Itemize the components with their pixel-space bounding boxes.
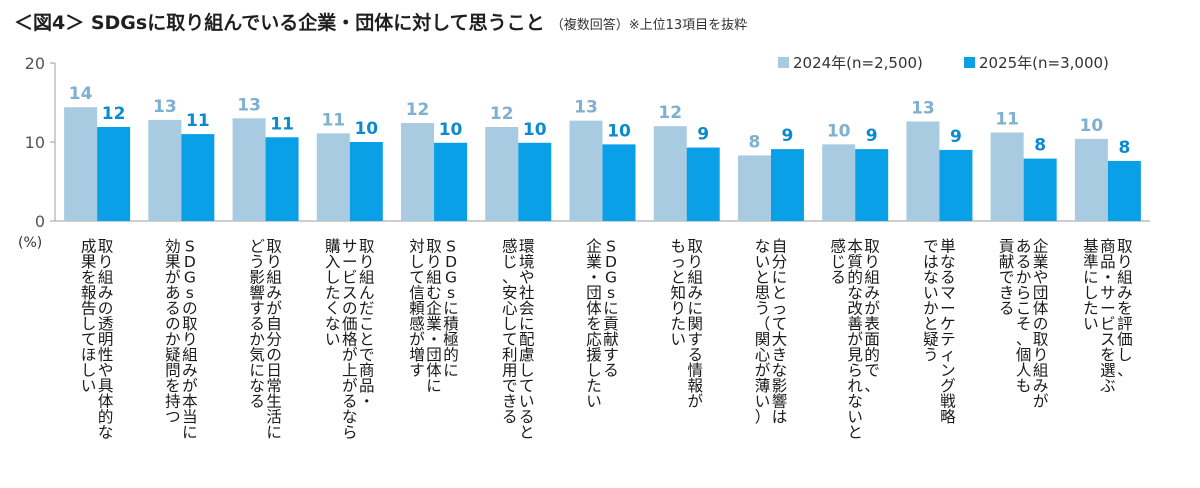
category-label: ではないかと疑う bbox=[923, 238, 939, 365]
value-label-2024: 12 bbox=[490, 104, 514, 124]
bar-2025 bbox=[518, 142, 552, 221]
bar-2024 bbox=[653, 126, 687, 221]
chart-header: ＜図4＞ SDGsに取り組んでいる企業・団体に対して思うこと （複数回答）※上位1… bbox=[14, 8, 747, 38]
bar-2025 bbox=[1023, 158, 1057, 221]
y-tick-label: 20 bbox=[25, 54, 45, 73]
value-label-2025: 12 bbox=[102, 104, 126, 124]
bar-2025 bbox=[602, 144, 636, 221]
category-label: 企業や団体の取り組みが bbox=[1033, 238, 1049, 411]
category-label: 対して信頼感が増す bbox=[409, 238, 425, 380]
value-label-2024: 13 bbox=[153, 97, 177, 117]
value-label-2024: 11 bbox=[321, 110, 345, 130]
value-label-2025: 10 bbox=[354, 119, 378, 139]
category-label: 取り組みが表面的で、 bbox=[864, 238, 880, 396]
category-label: 取り組んだことで商品・ bbox=[359, 238, 375, 411]
category-label: どう影響するか気になる bbox=[249, 238, 265, 411]
category-label: 効果があるのか疑問を持つ bbox=[165, 238, 181, 427]
y-unit-label: (%) bbox=[18, 235, 42, 251]
value-label-2024: 12 bbox=[406, 100, 430, 120]
bar-2025 bbox=[939, 149, 973, 221]
value-label-2025: 9 bbox=[697, 125, 709, 145]
value-label-2024: 10 bbox=[1080, 116, 1104, 136]
value-label-2025: 11 bbox=[270, 114, 294, 134]
bar-2025 bbox=[770, 149, 804, 221]
category-label: 取り組みを評価し、 bbox=[1117, 238, 1133, 380]
category-label: 取り組む企業・団体に bbox=[426, 238, 442, 396]
category-label: 自分にとって大きな影響は bbox=[772, 238, 788, 427]
value-label-2025: 9 bbox=[950, 127, 962, 147]
category-label: もっと知りたい bbox=[670, 238, 686, 349]
category-label: 成果を報告してほしい bbox=[81, 238, 97, 396]
chart-subtitle: （複数回答）※上位13項目を抜粋 bbox=[550, 18, 748, 33]
bar-2024 bbox=[737, 155, 771, 221]
bar-2024 bbox=[906, 121, 940, 221]
value-label-2025: 11 bbox=[186, 111, 210, 131]
bar-2024 bbox=[316, 133, 350, 221]
value-label-2024: 14 bbox=[69, 84, 93, 104]
bar-2025 bbox=[97, 126, 131, 221]
legend-label-2025: 2025年(n=3,000) bbox=[979, 54, 1109, 72]
bar-2025 bbox=[686, 147, 720, 221]
bar-2025 bbox=[855, 149, 889, 221]
bar-2024 bbox=[1074, 138, 1108, 221]
bar-2024 bbox=[990, 132, 1024, 221]
y-tick-label: 0 bbox=[35, 212, 45, 231]
bar-2025 bbox=[181, 134, 215, 221]
category-label: 基準にしたい bbox=[1083, 238, 1099, 334]
category-label: 取り組みが自分の日常生活に bbox=[266, 238, 282, 442]
category-label: 企業・団体を応援したい bbox=[586, 238, 602, 411]
bar-2024 bbox=[401, 123, 435, 221]
value-label-2025: 8 bbox=[1034, 136, 1046, 156]
value-label-2025: 8 bbox=[1118, 138, 1130, 158]
bar-2025 bbox=[349, 142, 383, 221]
category-label: 本質的な改善が見られないと bbox=[847, 238, 863, 442]
value-label-2025: 10 bbox=[523, 120, 547, 140]
legend-swatch-2025 bbox=[964, 57, 975, 68]
category-label: 購入したくない bbox=[325, 238, 341, 349]
value-label-2025: 9 bbox=[866, 126, 878, 146]
category-label: 感じ、安心して利用できる bbox=[502, 238, 518, 427]
y-tick-label: 10 bbox=[25, 133, 45, 152]
legend-label-2024: 2024年(n=2,500) bbox=[793, 54, 923, 72]
value-label-2025: 10 bbox=[439, 120, 463, 140]
value-label-2025: 9 bbox=[782, 126, 794, 146]
bar-2024 bbox=[569, 120, 603, 221]
category-label: サービスの価格が上がるなら bbox=[342, 238, 358, 442]
bar-2025 bbox=[265, 137, 299, 221]
value-label-2024: 10 bbox=[827, 121, 851, 141]
value-label-2024: 12 bbox=[658, 103, 682, 123]
bar-2024 bbox=[64, 107, 98, 221]
bar-2024 bbox=[148, 119, 182, 221]
value-label-2025: 10 bbox=[607, 121, 631, 141]
category-label: ないと思う（関心が薄い） bbox=[755, 238, 771, 427]
bar-2025 bbox=[1107, 160, 1141, 221]
value-label-2024: 13 bbox=[574, 98, 598, 118]
category-label: 環境や社会に配慮していると bbox=[519, 238, 535, 442]
bar-2024 bbox=[485, 126, 519, 221]
bar-2025 bbox=[434, 142, 468, 221]
category-label: あるからこそ、個人も bbox=[1016, 238, 1032, 396]
value-label-2024: 11 bbox=[995, 110, 1019, 130]
value-label-2024: 13 bbox=[911, 98, 935, 118]
category-label: 単なるマーケティング戦略 bbox=[940, 238, 956, 427]
category-label: 取り組みの透明性や具体的な bbox=[98, 238, 114, 442]
bar-2024 bbox=[822, 144, 856, 221]
value-label-2024: 8 bbox=[749, 132, 761, 152]
category-label: 取り組みに関する情報が bbox=[687, 238, 703, 411]
category-label: 貢献できる bbox=[999, 238, 1015, 318]
category-label: 商品・サービスを選ぶ bbox=[1100, 238, 1116, 396]
bar-2024 bbox=[232, 118, 266, 221]
chart-title: ＜図4＞ SDGsに取り組んでいる企業・団体に対して思うこと bbox=[14, 12, 545, 34]
value-label-2024: 13 bbox=[237, 95, 261, 115]
legend-swatch-2024 bbox=[778, 57, 789, 68]
category-label: 感じる bbox=[830, 238, 846, 287]
